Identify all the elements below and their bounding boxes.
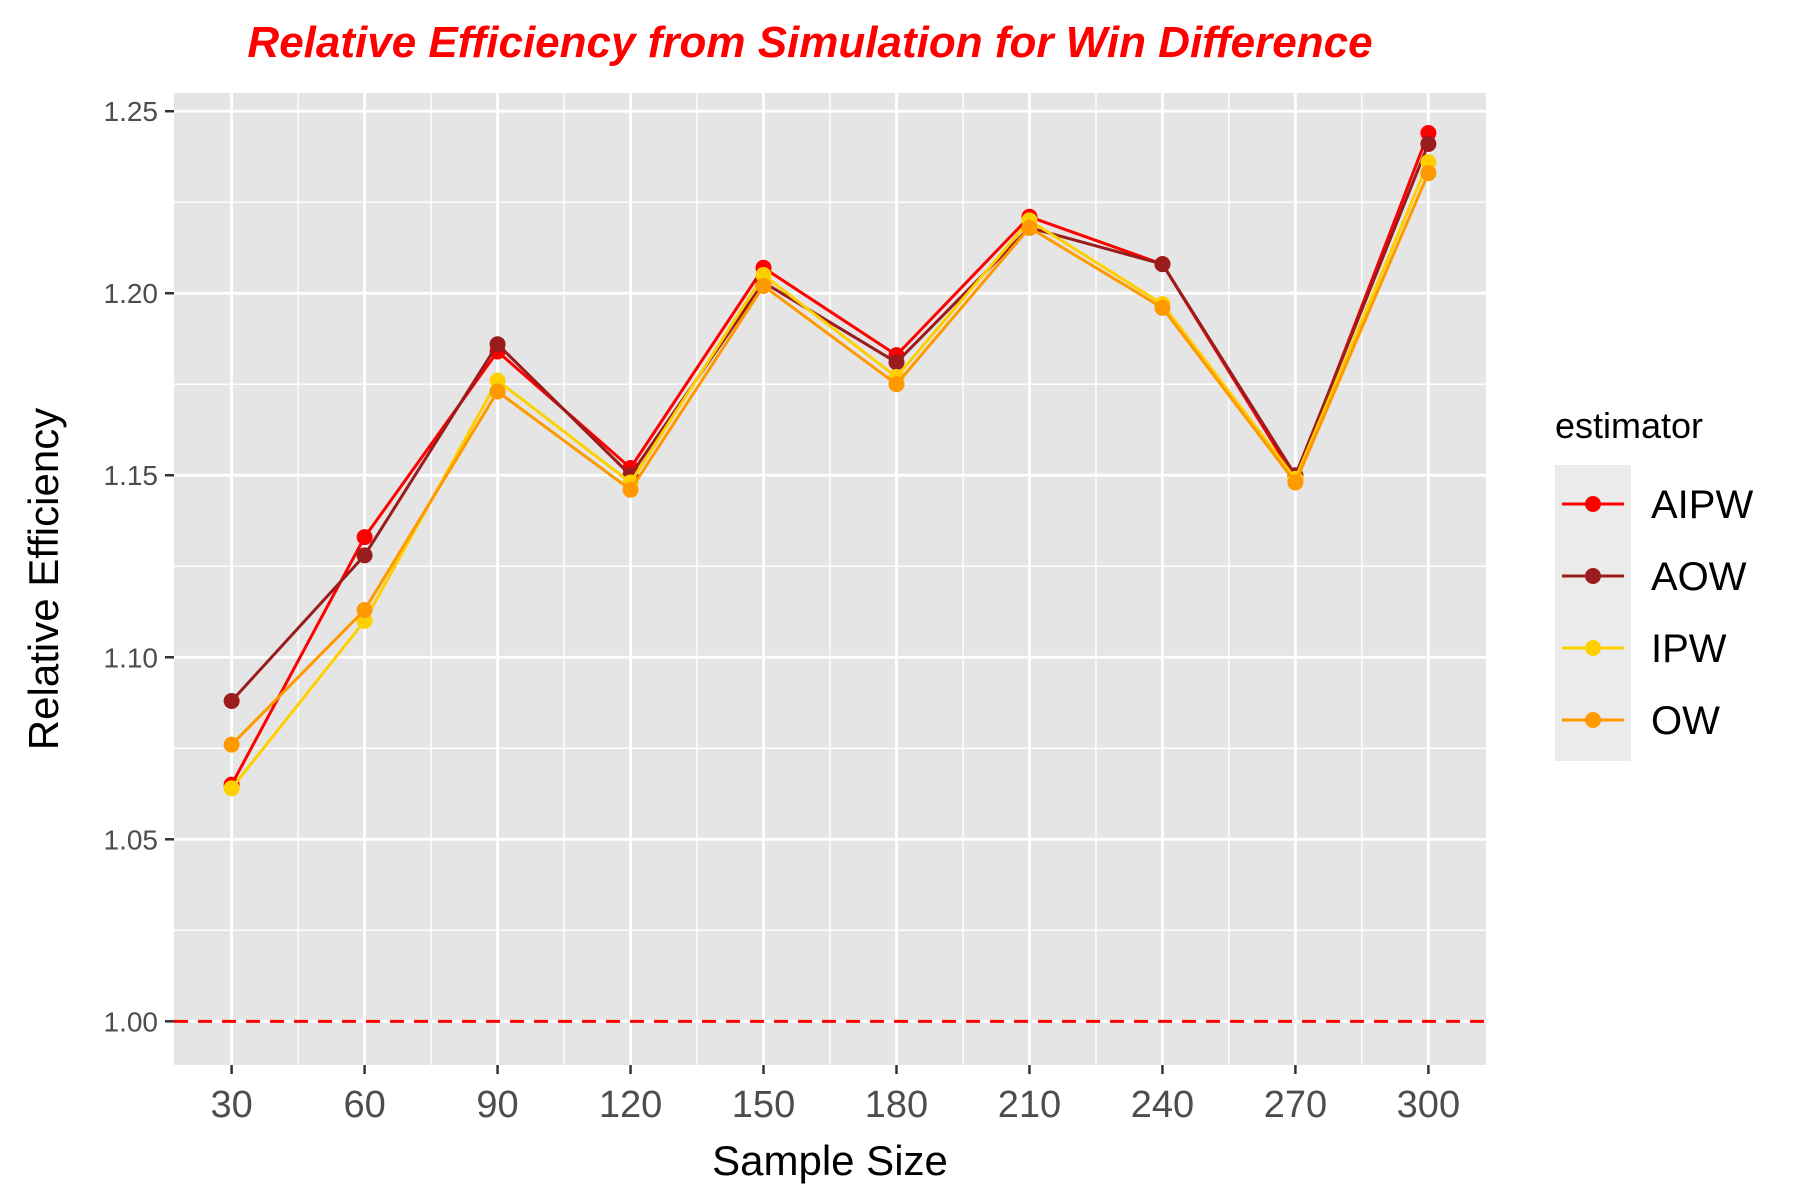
legend-label: OW <box>1651 699 1720 743</box>
data-point <box>755 277 772 294</box>
x-tick-label: 210 <box>998 1084 1061 1126</box>
y-tick-label: 1.10 <box>104 642 159 673</box>
data-point <box>622 481 639 498</box>
series-layer <box>223 125 1437 797</box>
legend-key-point <box>1585 640 1601 656</box>
legend-title: estimator <box>1555 405 1703 446</box>
data-point <box>1154 256 1171 273</box>
y-tick-label: 1.20 <box>104 278 159 309</box>
x-tick-label: 240 <box>1131 1084 1194 1126</box>
y-tick-label: 1.05 <box>104 824 159 855</box>
series-line <box>230 172 1430 746</box>
legend-label: AIPW <box>1651 483 1753 527</box>
x-tick-label: 90 <box>476 1084 518 1126</box>
legend-key-point <box>1585 712 1601 728</box>
x-axis: 30 60 90 120 150 180 210 240 270 300 <box>210 1065 1460 1126</box>
legend: estimator AIPW AOW IPW OW <box>1555 405 1753 761</box>
legend-item-aow: AOW <box>1562 555 1747 599</box>
y-axis: 1.00 1.05 1.10 1.15 1.20 1.25 <box>104 96 174 1037</box>
data-point <box>489 336 506 353</box>
legend-item-ipw: IPW <box>1562 627 1727 671</box>
x-tick-label: 30 <box>210 1084 252 1126</box>
legend-key-point <box>1585 568 1601 584</box>
x-tick-label: 180 <box>865 1084 928 1126</box>
x-tick-label: 150 <box>732 1084 795 1126</box>
y-axis-title: Relative Efficiency <box>20 408 67 750</box>
legend-label: IPW <box>1651 627 1727 671</box>
data-point <box>489 383 506 400</box>
legend-item-aipw: AIPW <box>1562 483 1753 527</box>
series-ow <box>223 165 1437 753</box>
x-tick-label: 300 <box>1397 1084 1460 1126</box>
legend-item-ow: OW <box>1562 699 1720 743</box>
data-point <box>1021 219 1038 236</box>
data-point <box>1420 165 1437 182</box>
data-point <box>356 529 373 546</box>
data-point <box>888 354 905 371</box>
series-line <box>230 143 1430 702</box>
y-tick-label: 1.00 <box>104 1006 159 1037</box>
data-point <box>1420 135 1437 152</box>
legend-key-point <box>1585 496 1601 512</box>
x-tick-label: 270 <box>1264 1084 1327 1126</box>
legend-label: AOW <box>1651 555 1747 599</box>
data-point <box>223 692 240 709</box>
data-point <box>888 376 905 393</box>
x-tick-label: 60 <box>343 1084 385 1126</box>
data-point <box>356 601 373 618</box>
y-tick-label: 1.15 <box>104 460 159 491</box>
data-point <box>223 780 240 797</box>
y-tick-label: 1.25 <box>104 96 159 127</box>
data-point <box>1287 474 1304 491</box>
x-axis-title: Sample Size <box>712 1137 948 1184</box>
x-tick-label: 120 <box>599 1084 662 1126</box>
data-point <box>356 547 373 564</box>
legend-key-background <box>1555 465 1631 761</box>
data-point <box>223 736 240 753</box>
data-point <box>1154 299 1171 316</box>
chart-title: Relative Efficiency from Simulation for … <box>247 18 1372 67</box>
